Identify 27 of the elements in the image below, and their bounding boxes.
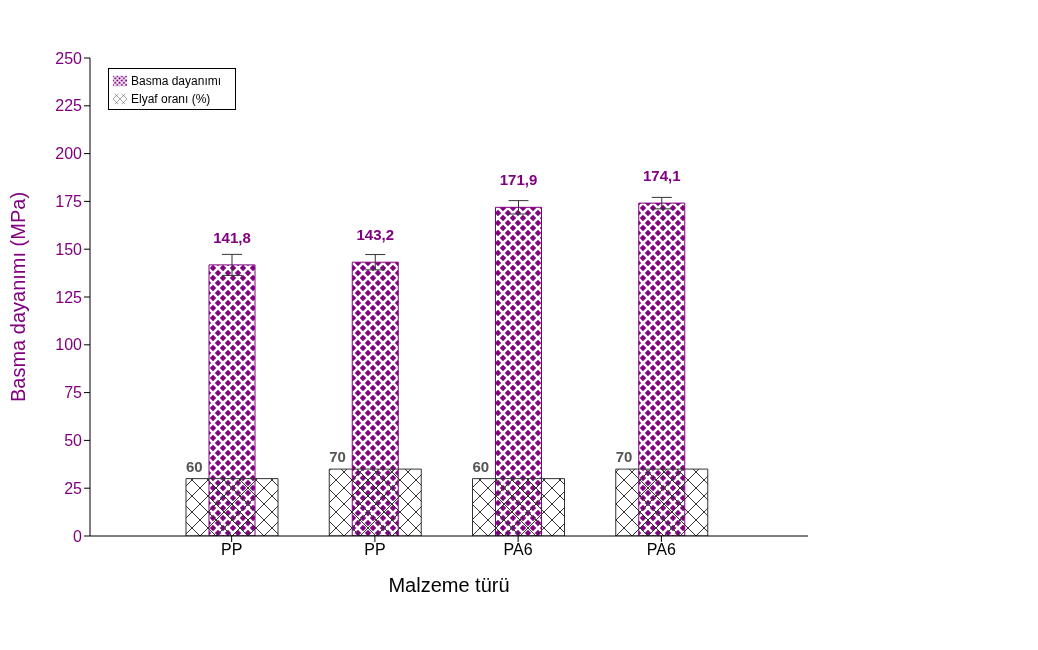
legend-label: Elyaf oranı (%) xyxy=(131,92,211,106)
y-tick-label: 250 xyxy=(55,49,83,67)
y-tick-label: 225 xyxy=(55,97,83,115)
x-tick-label: PA6 xyxy=(646,541,676,559)
data-label: 70 xyxy=(329,448,346,466)
data-label: 60 xyxy=(472,457,490,475)
y-tick-label: 100 xyxy=(55,336,83,354)
data-label: 70 xyxy=(615,448,633,466)
x-tick-label: PP xyxy=(220,541,243,559)
y-tick-label: 175 xyxy=(55,193,83,211)
data-label: 141,8 xyxy=(213,228,251,246)
y-axis-title: Basma dayanımı (MPa) xyxy=(7,191,30,403)
x-tick-label: PP xyxy=(364,541,386,559)
data-label: 174,1 xyxy=(642,167,681,185)
data-label: 143,2 xyxy=(356,226,395,244)
data-label: 60 xyxy=(186,457,203,475)
x-axis-title: Malzeme türü xyxy=(388,574,510,596)
y-tick-label: 150 xyxy=(55,240,83,258)
x-tick-label: PA6 xyxy=(503,541,533,559)
y-tick-label: 50 xyxy=(64,432,83,450)
y-tick-label: 25 xyxy=(64,479,83,497)
y-tick-label: 200 xyxy=(55,145,83,163)
legend-label: Basma dayanımı xyxy=(131,74,222,88)
y-tick-label: 125 xyxy=(55,288,83,306)
data-label: 171,9 xyxy=(499,171,538,189)
y-tick-label: 0 xyxy=(73,527,83,545)
y-tick-label: 75 xyxy=(64,384,83,402)
